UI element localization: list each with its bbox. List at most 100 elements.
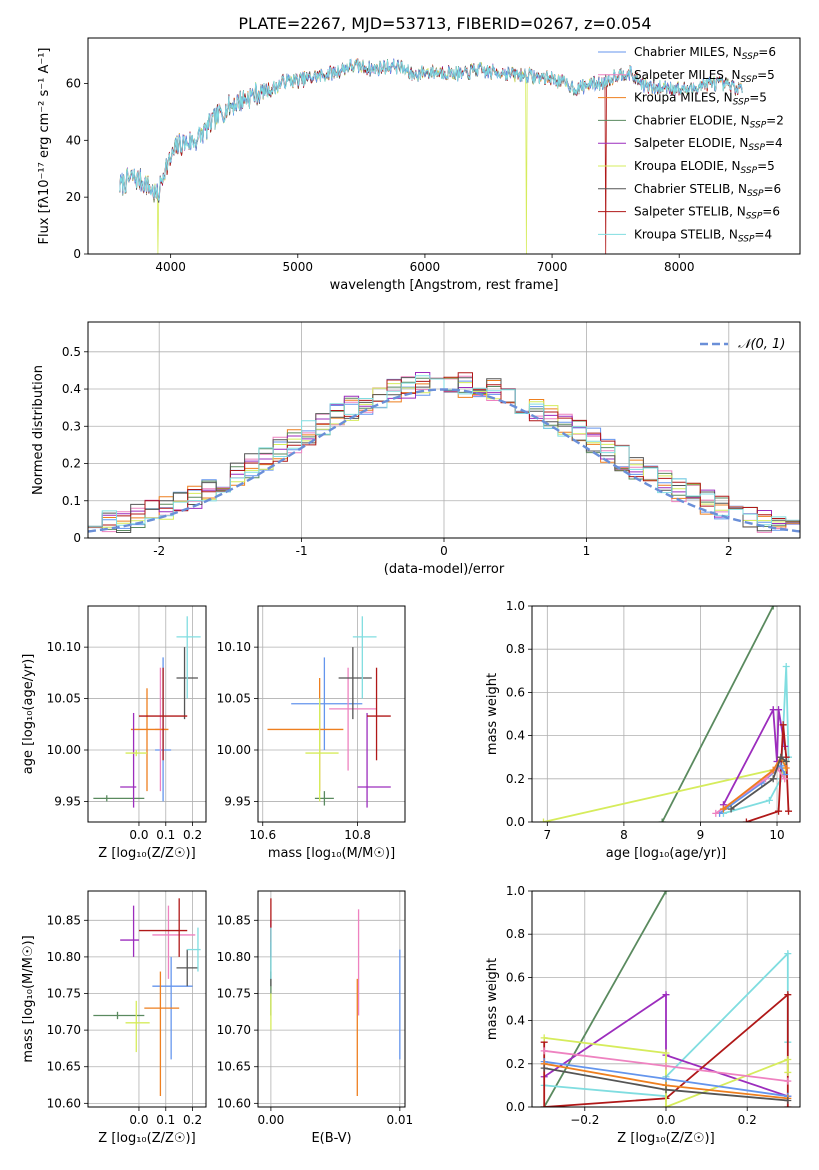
weight-line (722, 755, 788, 810)
errorbar-kroupa-elodie (125, 750, 147, 757)
y-tick-label: 10.10 (217, 640, 251, 654)
y-tick-label: 10.60 (217, 1096, 251, 1110)
x-tick-label: 0 (440, 544, 448, 558)
y-tick-label: 0.2 (62, 457, 81, 471)
plot-frame-residuals (87, 321, 801, 539)
weight-marker (539, 818, 547, 822)
legend-label-normal: 𝒩(0, 1) (738, 337, 785, 352)
x-tick-label: 10 (769, 828, 784, 842)
x-tick-label: -2 (153, 544, 165, 558)
errorbar-kroupa-miles (130, 688, 169, 792)
legend-label-kroupa-miles: Kroupa MILES, NSSP=5 (634, 91, 767, 108)
plot-frame-massweight-vs-age (531, 605, 801, 823)
y-axis-label: mass weight (485, 673, 500, 755)
x-tick-label: 1 (583, 544, 591, 558)
weight-marker (777, 753, 785, 761)
weight-marker (540, 1064, 548, 1072)
errorbar-kroupa-stelib (352, 616, 377, 699)
y-tick-label: 10.65 (47, 1060, 81, 1074)
x-axis-label: wavelength [Angstrom, rest frame] (330, 278, 559, 293)
histogram-kroupa-stelib (88, 375, 800, 538)
weight-series-chabrier-stelib (540, 1064, 792, 1105)
weight-marker (784, 950, 792, 958)
legend-label-salpeter-elodie: Salpeter ELODIE, NSSP=4 (634, 136, 783, 153)
x-tick-label: 0.01 (386, 1113, 413, 1127)
y-tick-label: 10.10 (47, 640, 81, 654)
weight-marker (727, 805, 735, 813)
weight-series-kroupa-elodie (540, 1034, 792, 1107)
axes-residuals: -2 -1 0 1 2 0 0.1 0.2 0.3 0.4 0.5 (data-model)/erro… (31, 322, 800, 577)
y-tick-label: 0.8 (506, 642, 525, 656)
axes-age-vs-mass: 10.6 10.8 9.95 10.00 10.05 10.10 mass [log₁₀(M… (217, 606, 405, 861)
axes-mass-vs-Z: 0.0 0.1 0.2 10.60 10.65 10.70 10.75 10.80 10.85 Z… (21, 891, 206, 1146)
weight-marker (662, 1103, 670, 1107)
y-tick-label: 0.8 (506, 927, 525, 941)
x-axis-label: (data-model)/error (384, 562, 505, 577)
weight-marker (784, 1103, 792, 1107)
x-tick-label: -1 (296, 544, 308, 558)
weight-marker (784, 991, 792, 999)
x-tick-label: 7 (543, 828, 551, 842)
weight-marker (769, 606, 777, 610)
weight-marker (540, 1103, 548, 1107)
y-tick-label: 0.6 (506, 970, 525, 984)
errorbar-salpeter-elodie (120, 712, 137, 808)
y-tick-label: 1.0 (506, 884, 525, 898)
y-tick-label: 10.00 (47, 743, 81, 757)
legend-label-kroupa-elodie: Kroupa ELODIE, NSSP=5 (634, 159, 775, 176)
weight-marker (784, 1077, 792, 1085)
axes-spectrum: 4000 5000 6000 7000 8000 0 20 40 60 wavelength [A… (37, 48, 694, 294)
x-axis-label: age [log₁₀(age/yr)] (606, 846, 727, 861)
x-axis-label: mass [log₁₀(M/M☉)] (268, 846, 395, 861)
plot-frame-age-vs-Z (87, 605, 207, 823)
weight-marker (765, 796, 773, 804)
plot-frame-mass-vs-Z (87, 890, 207, 1108)
y-tick-label: 10.85 (47, 913, 81, 927)
legend-label-salpeter-stelib: Salpeter STELIB, NSSP=6 (634, 205, 780, 222)
errorbar-chabrier-miles (291, 657, 363, 750)
y-tick-label: 10.00 (217, 743, 251, 757)
weight-marker (742, 818, 750, 822)
y-tick-label: 0 (73, 247, 81, 261)
axes-massweight-vs-age: 7 8 9 10 0.0 0.2 0.4 0.6 0.8 1.0 age [log₁₀(age/yr… (485, 599, 800, 861)
errorbar-kroupa-elodie (125, 1000, 150, 1053)
x-axis-label: E(B-V) (311, 1131, 351, 1146)
weight-marker (784, 1055, 792, 1063)
errorbar-kroupa-stelib (176, 616, 201, 699)
weight-line (544, 1037, 789, 1107)
residuals-legend: 𝒩(0, 1) (700, 337, 785, 352)
x-tick-label: 0.1 (156, 828, 175, 842)
weight-series-chabrier-stelib (727, 753, 790, 813)
y-axis-label: mass weight (485, 958, 500, 1040)
errorbar-chabrier-elodie (314, 791, 334, 806)
y-tick-label: 10.75 (217, 987, 251, 1001)
y-tick-label: 10.80 (217, 950, 251, 964)
y-tick-label: 10.65 (217, 1060, 251, 1074)
y-tick-label: 10.85 (217, 913, 251, 927)
y-tick-label: 10.70 (217, 1023, 251, 1037)
errorbar-kroupa-miles (144, 971, 180, 1097)
spectrum-series-chabrier-miles (119, 58, 743, 201)
weight-marker (784, 1097, 792, 1105)
weight-series-chabrier-miles (540, 1058, 792, 1100)
x-tick-label: 0.1 (156, 1113, 175, 1127)
y-tick-label: 1.0 (506, 599, 525, 613)
weight-marker (712, 809, 720, 817)
weight-marker (781, 775, 789, 783)
legend-label-salpeter-miles: Salpeter MILES, NSSP=5 (634, 68, 775, 85)
x-tick-label: 8000 (664, 260, 695, 274)
weight-marker (782, 758, 790, 766)
legend-label-chabrier-elodie: Chabrier ELODIE, NSSP=2 (634, 113, 784, 130)
weight-line (543, 993, 789, 1098)
y-axis-label: age [log₁₀(age/yr)] (21, 654, 36, 775)
weight-marker (662, 1075, 670, 1083)
weight-marker (540, 1047, 548, 1055)
weight-marker (540, 1034, 548, 1042)
weight-marker (779, 721, 787, 729)
x-tick-label: 10.6 (249, 828, 276, 842)
weight-marker (662, 891, 670, 895)
x-tick-label: 0.2 (183, 828, 202, 842)
errorbar-kroupa-elodie (305, 698, 339, 802)
weight-series-chabrier-elodie (658, 606, 777, 822)
